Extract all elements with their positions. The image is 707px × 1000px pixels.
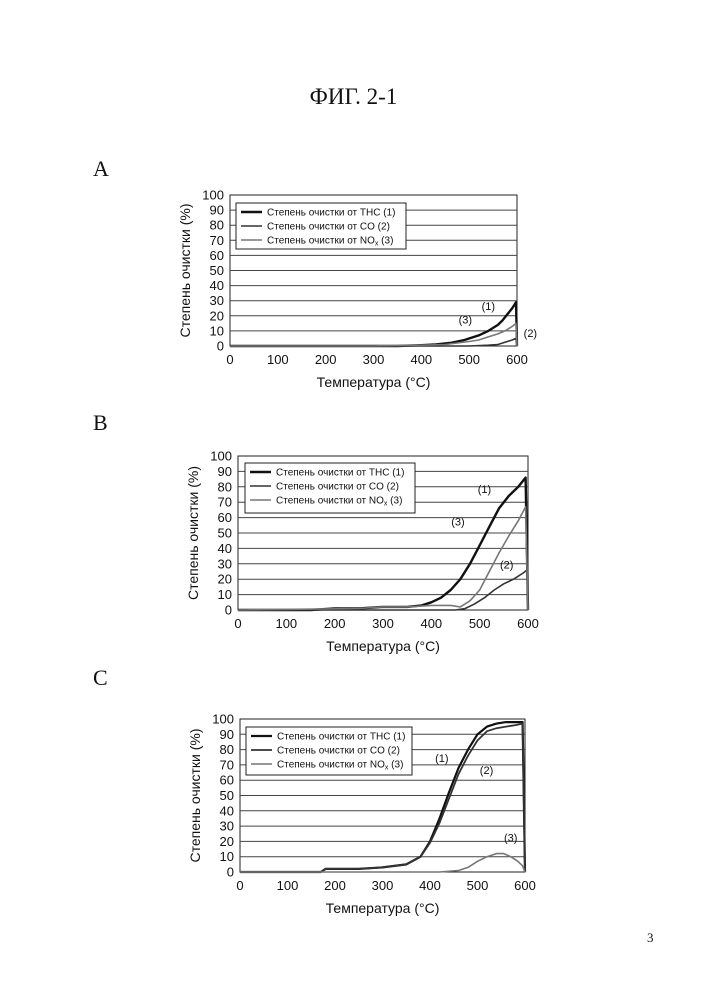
x-axis-label: Температура (°C) [326,900,440,916]
y-tick-label: 80 [220,742,234,757]
x-tick-label: 100 [277,878,299,893]
y-tick-label: 90 [220,727,234,742]
y-tick-label: 30 [220,819,234,834]
page-number: 3 [647,930,654,946]
x-tick-label: 400 [419,878,441,893]
x-tick-label: 0 [236,878,243,893]
y-tick-label: 0 [227,865,234,880]
legend-entry-2: Степень очистки от CO (2) [277,746,400,757]
annotation-label: (2) [480,765,493,777]
y-tick-label: 50 [220,788,234,803]
x-tick-label: 600 [514,878,536,893]
y-tick-label: 20 [220,834,234,849]
y-tick-label: 100 [212,712,234,727]
y-tick-label: 70 [220,757,234,772]
x-tick-label: 500 [467,878,489,893]
y-axis-label: Степень очистки (%) [187,728,203,862]
annotation-label: (3) [504,832,517,844]
x-tick-label: 200 [324,878,346,893]
legend-entry-1: Степень очистки от THC (1) [277,732,405,743]
y-tick-label: 10 [220,849,234,864]
x-tick-label: 300 [372,878,394,893]
legend-entry-3: Степень очистки от NOx (3) [277,760,403,772]
annotation-label: (1) [435,753,448,765]
y-tick-label: 60 [220,773,234,788]
y-tick-label: 40 [220,803,234,818]
